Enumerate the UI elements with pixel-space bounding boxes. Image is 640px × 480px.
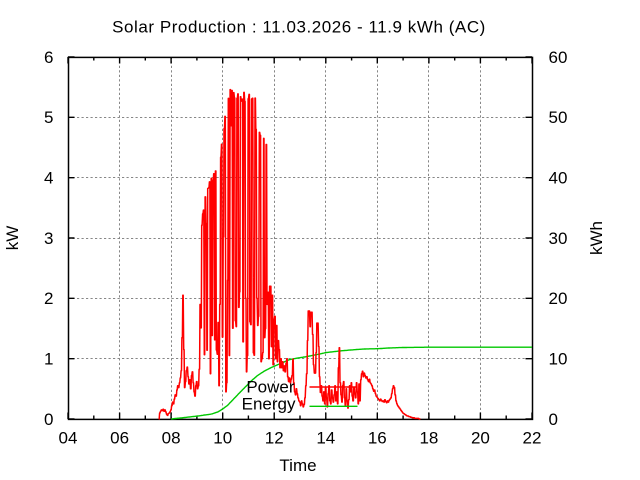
svg-text:4: 4: [44, 169, 53, 188]
svg-text:12: 12: [265, 429, 284, 448]
svg-text:14: 14: [316, 429, 335, 448]
svg-text:08: 08: [162, 429, 181, 448]
svg-text:20: 20: [471, 429, 490, 448]
svg-text:3: 3: [44, 229, 53, 248]
svg-text:Power: Power: [246, 377, 295, 396]
svg-text:10: 10: [549, 350, 568, 369]
svg-text:04: 04: [59, 429, 78, 448]
svg-text:kW: kW: [3, 226, 22, 251]
svg-text:10: 10: [213, 429, 232, 448]
svg-text:06: 06: [110, 429, 129, 448]
svg-text:60: 60: [549, 48, 568, 67]
svg-text:Time: Time: [279, 456, 316, 475]
svg-text:6: 6: [44, 48, 53, 67]
svg-text:1: 1: [44, 350, 53, 369]
svg-text:18: 18: [419, 429, 438, 448]
svg-text:5: 5: [44, 108, 53, 127]
svg-text:20: 20: [549, 289, 568, 308]
svg-text:Energy: Energy: [242, 395, 296, 414]
svg-text:kWh: kWh: [587, 221, 606, 255]
svg-text:2: 2: [44, 289, 53, 308]
svg-text:16: 16: [368, 429, 387, 448]
svg-text:22: 22: [523, 429, 542, 448]
svg-text:Solar Production : 11.03.2026: Solar Production : 11.03.2026 - 11.9 kWh…: [112, 17, 486, 36]
svg-text:0: 0: [44, 410, 53, 429]
svg-text:30: 30: [549, 229, 568, 248]
svg-text:40: 40: [549, 169, 568, 188]
svg-text:0: 0: [549, 410, 558, 429]
svg-text:50: 50: [549, 108, 568, 127]
